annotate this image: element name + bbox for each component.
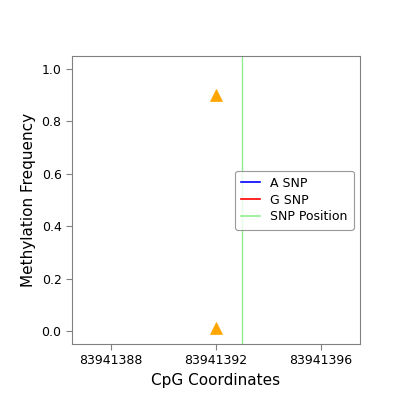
X-axis label: CpG Coordinates: CpG Coordinates — [152, 373, 280, 388]
Y-axis label: Methylation Frequency: Methylation Frequency — [21, 113, 36, 287]
Legend: A SNP, G SNP, SNP Position: A SNP, G SNP, SNP Position — [235, 170, 354, 230]
